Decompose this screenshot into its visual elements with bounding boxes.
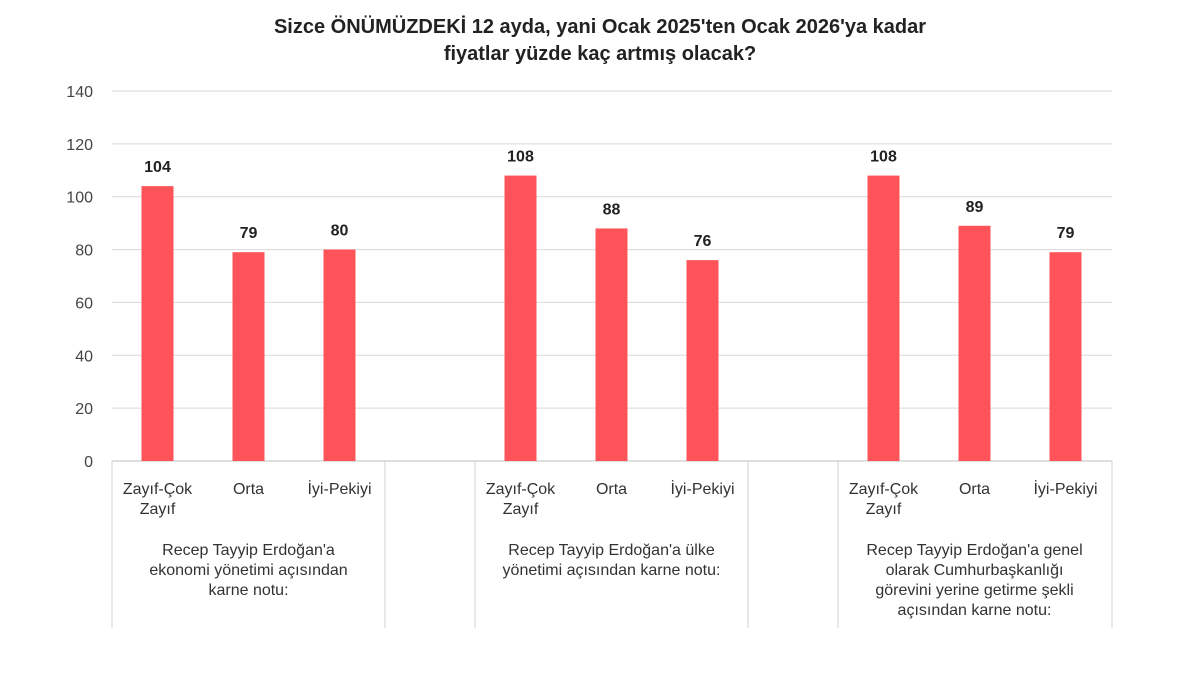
bar <box>141 186 174 461</box>
category-label: İyi-Pekiyi <box>670 479 734 498</box>
data-label: 88 <box>603 201 621 218</box>
category-label: Zayıf-Çok <box>123 481 193 498</box>
y-tick-label: 100 <box>66 190 93 207</box>
data-label: 76 <box>694 233 712 250</box>
group-label: açısından karne notu: <box>898 602 1052 619</box>
y-tick-label: 120 <box>66 137 93 154</box>
bar <box>232 252 265 461</box>
data-label: 79 <box>240 225 258 242</box>
chart-title: Sizce ÖNÜMÜZDEKİ 12 ayda, yani Ocak 2025… <box>0 14 1200 68</box>
y-tick-label: 0 <box>84 454 93 471</box>
y-tick-label: 60 <box>75 295 93 312</box>
category-label: İyi-Pekiyi <box>307 479 371 498</box>
data-label: 89 <box>966 199 984 216</box>
category-label: Zayıf <box>503 501 539 518</box>
category-label: Zayıf-Çok <box>486 481 556 498</box>
y-tick-label: 20 <box>75 401 93 418</box>
data-label: 108 <box>507 149 534 166</box>
group-label: Recep Tayyip Erdoğan'a ülke <box>508 542 715 559</box>
chart-title-line-1: Sizce ÖNÜMÜZDEKİ 12 ayda, yani Ocak 2025… <box>273 16 927 38</box>
group-label: yönetimi açısından karne notu: <box>503 562 721 579</box>
group-label: görevini yerine getirme şekli <box>875 582 1073 599</box>
group-label: Recep Tayyip Erdoğan'a genel <box>866 542 1082 559</box>
y-tick-label: 40 <box>75 348 93 365</box>
bar <box>686 260 719 461</box>
bar <box>323 249 356 461</box>
group-label: olarak Cumhurbaşkanlığı <box>886 562 1064 579</box>
y-tick-label: 80 <box>75 243 93 260</box>
bar <box>595 228 628 461</box>
bar <box>867 175 900 462</box>
bar <box>1049 252 1082 461</box>
category-label: Zayıf <box>866 501 902 518</box>
data-label: 104 <box>144 159 171 176</box>
bar <box>958 225 991 461</box>
data-label: 108 <box>870 149 897 166</box>
category-label: İyi-Pekiyi <box>1033 479 1097 498</box>
data-label: 79 <box>1057 225 1075 242</box>
category-label: Orta <box>233 481 264 498</box>
group-label: ekonomi yönetimi açısından <box>149 562 347 579</box>
data-label: 80 <box>331 223 349 240</box>
chart-title-line-2: fiyatlar yüzde kaç artmış olacak? <box>443 43 757 65</box>
group-label: karne notu: <box>208 582 288 599</box>
bar <box>504 175 537 462</box>
y-tick-label: 140 <box>66 84 93 101</box>
category-label: Orta <box>596 481 627 498</box>
group-label: Recep Tayyip Erdoğan'a <box>162 542 335 559</box>
category-label: Zayıf-Çok <box>849 481 919 498</box>
category-label: Orta <box>959 481 990 498</box>
category-label: Zayıf <box>140 501 176 518</box>
